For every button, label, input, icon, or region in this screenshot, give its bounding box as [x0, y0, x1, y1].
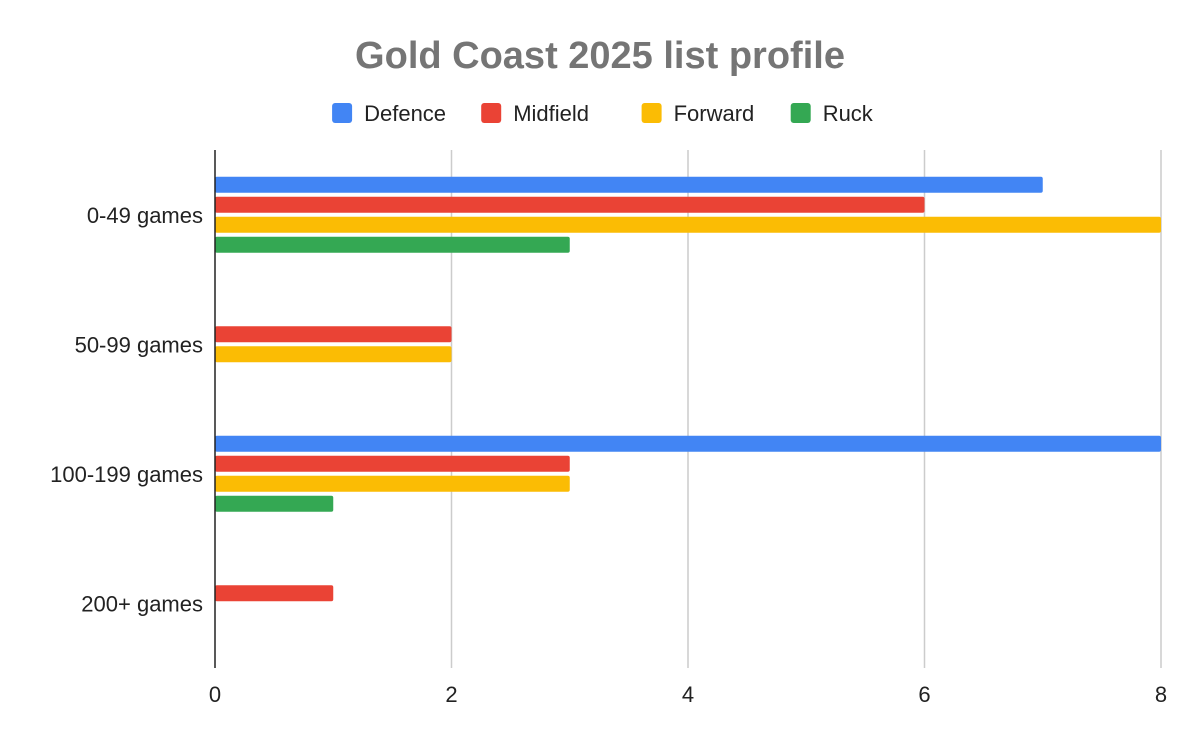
chart-title: Gold Coast 2025 list profile [355, 35, 845, 77]
legend: Defence Midfield Forward Ruck [332, 101, 874, 126]
x-tick-label-0: 0 [209, 682, 221, 707]
legend-swatch-defence [332, 103, 353, 123]
bars [215, 176, 1161, 602]
category-labels: 0-49 games 50-99 games 100-199 games 200+ g… [50, 203, 203, 617]
category-label-50-99-games: 50-99 games [75, 332, 203, 357]
bar-midfield-100-199-games [215, 455, 570, 472]
legend-label-defence: Defence [364, 101, 446, 126]
legend-label-forward: Forward [674, 101, 755, 126]
legend-swatch-forward [641, 103, 662, 123]
category-label-200-games: 200+ games [81, 591, 203, 616]
legend-item-forward: Forward [641, 101, 755, 126]
x-tick-label-8: 8 [1155, 682, 1167, 707]
bar-defence-0-49-games [215, 176, 1043, 193]
bar-ruck-100-199-games [215, 495, 334, 512]
bar-midfield-50-99-games [215, 326, 452, 343]
bar-forward-50-99-games [215, 346, 452, 363]
category-label-100-199-games: 100-199 games [50, 462, 203, 487]
legend-swatch-ruck [790, 103, 811, 123]
legend-label-ruck: Ruck [823, 101, 874, 126]
legend-swatch-midfield [481, 103, 502, 123]
x-tick-labels: 0 2 4 6 8 [209, 682, 1167, 707]
legend-label-midfield: Midfield [513, 101, 589, 126]
x-tick-label-6: 6 [918, 682, 930, 707]
bar-ruck-0-49-games [215, 236, 570, 253]
bar-forward-0-49-games [215, 216, 1161, 233]
gridlines [450, 150, 1162, 668]
legend-item-defence: Defence [332, 101, 446, 126]
bar-midfield-200-games [215, 585, 334, 602]
bar-midfield-0-49-games [215, 196, 925, 213]
bar-defence-100-199-games [215, 435, 1161, 452]
bar-forward-100-199-games [215, 475, 570, 492]
legend-item-midfield: Midfield [481, 101, 589, 126]
x-tick-label-2: 2 [445, 682, 457, 707]
legend-item-ruck: Ruck [790, 101, 874, 126]
x-tick-label-4: 4 [682, 682, 694, 707]
category-label-0-49-games: 0-49 games [87, 203, 203, 228]
